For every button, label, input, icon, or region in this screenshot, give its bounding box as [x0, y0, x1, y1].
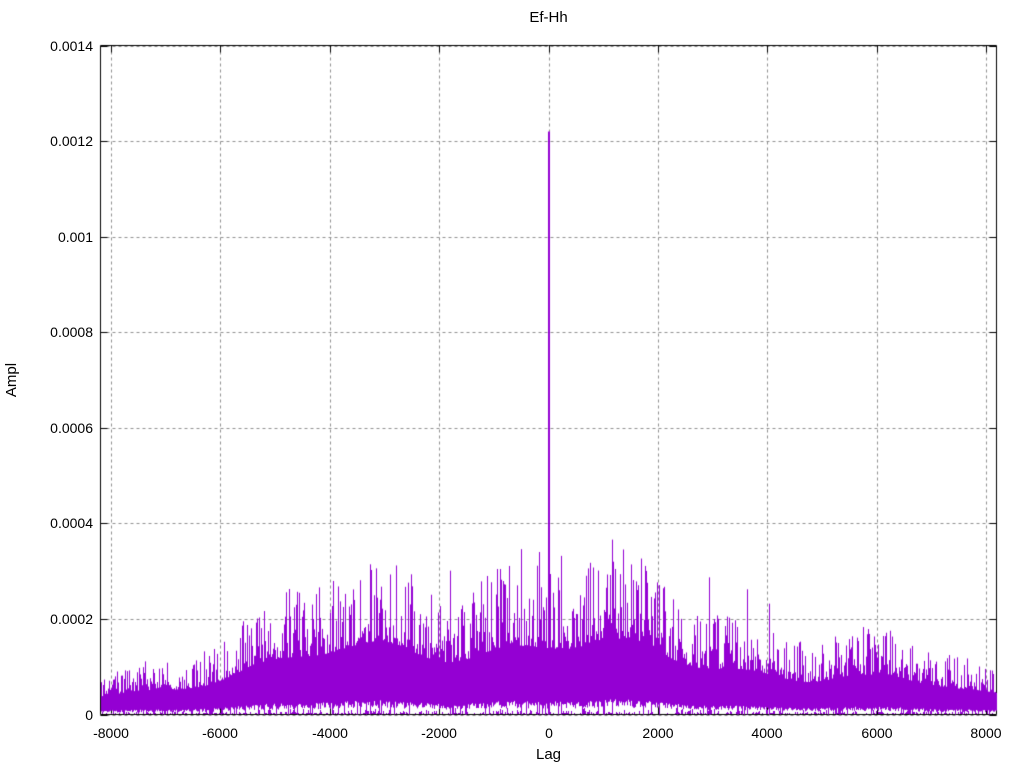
- x-tick-label: 6000: [861, 725, 893, 741]
- y-axis-label: Ampl: [3, 362, 20, 398]
- y-tick-label: 0.0004: [50, 515, 93, 531]
- x-tick-label: -8000: [93, 725, 129, 741]
- y-tick-label: 0.0008: [50, 324, 93, 340]
- x-tick-label: 8000: [970, 725, 1002, 741]
- x-tick-label: 2000: [642, 725, 674, 741]
- chart-title: Ef-Hh: [529, 9, 568, 26]
- x-tick-label: -6000: [202, 725, 238, 741]
- y-tick-label: 0.0012: [50, 133, 93, 149]
- y-tick-label: 0.0002: [50, 611, 93, 627]
- x-tick-label: 4000: [751, 725, 783, 741]
- x-tick-label: -4000: [312, 725, 348, 741]
- x-axis-label: Lag: [535, 746, 562, 763]
- y-tick-label: 0.001: [57, 229, 93, 245]
- y-tick-label: 0: [85, 707, 93, 723]
- y-tick-label: 0.0014: [50, 38, 93, 54]
- y-tick-label: 0.0006: [50, 420, 93, 436]
- x-tick-label: -2000: [421, 725, 457, 741]
- x-tick-label: 0: [545, 725, 553, 741]
